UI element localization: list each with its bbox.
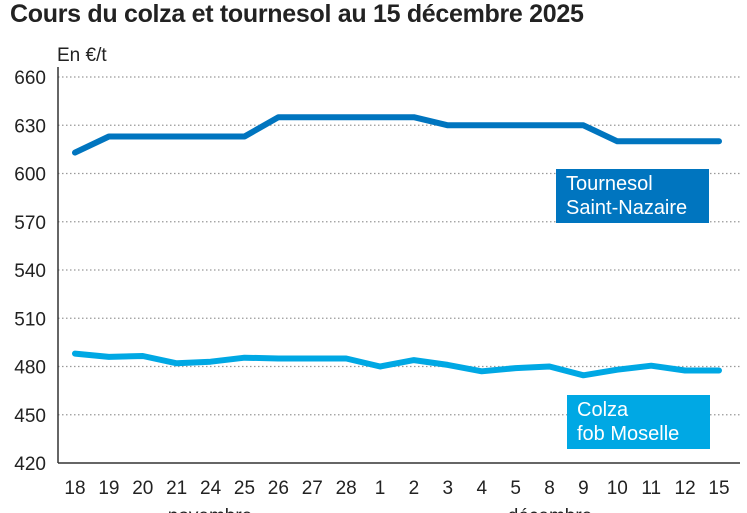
x-tick-label: 27 (302, 478, 323, 499)
x-tick-label: 9 (578, 478, 589, 499)
month-label: décembre (508, 506, 593, 513)
y-tick-label: 570 (14, 213, 46, 234)
x-tick-label: 1 (375, 478, 386, 499)
x-tick-label: 24 (200, 478, 222, 499)
series-line-0 (72, 114, 722, 156)
x-tick-label: 20 (132, 478, 153, 499)
x-tick-label: 15 (708, 478, 729, 499)
x-tick-label: 28 (336, 478, 357, 499)
x-tick-label: 8 (544, 478, 555, 499)
y-tick-label: 450 (14, 406, 46, 427)
chart-title: Cours du colza et tournesol au 15 décemb… (10, 0, 584, 28)
x-tick-label: 11 (641, 478, 661, 499)
y-tick-label: 660 (14, 68, 46, 89)
x-tick-label: 26 (268, 478, 289, 499)
y-axis-label: En €/t (57, 45, 107, 66)
y-tick-label: 600 (14, 165, 46, 186)
y-tick-label: 630 (14, 116, 46, 137)
x-tick-label: 10 (607, 478, 628, 499)
legend-colza: Colza fob Moselle (567, 395, 710, 449)
x-tick-label: 5 (510, 478, 521, 499)
x-tick-label: 18 (64, 478, 85, 499)
series-line-1 (72, 350, 722, 379)
y-tick-label: 480 (14, 358, 46, 379)
y-tick-label: 540 (14, 261, 46, 282)
x-tick-label: 19 (98, 478, 119, 499)
x-tick-label: 12 (675, 478, 696, 499)
y-tick-label: 420 (14, 454, 46, 475)
month-label: novembre (168, 506, 253, 513)
y-tick-label: 510 (14, 309, 46, 330)
x-tick-label: 3 (443, 478, 454, 499)
x-tick-label: 21 (166, 478, 187, 499)
x-tick-label: 4 (476, 478, 487, 499)
legend-tournesol: Tournesol Saint-Nazaire (556, 169, 709, 223)
x-tick-label: 2 (409, 478, 420, 499)
x-tick-label: 25 (234, 478, 255, 499)
